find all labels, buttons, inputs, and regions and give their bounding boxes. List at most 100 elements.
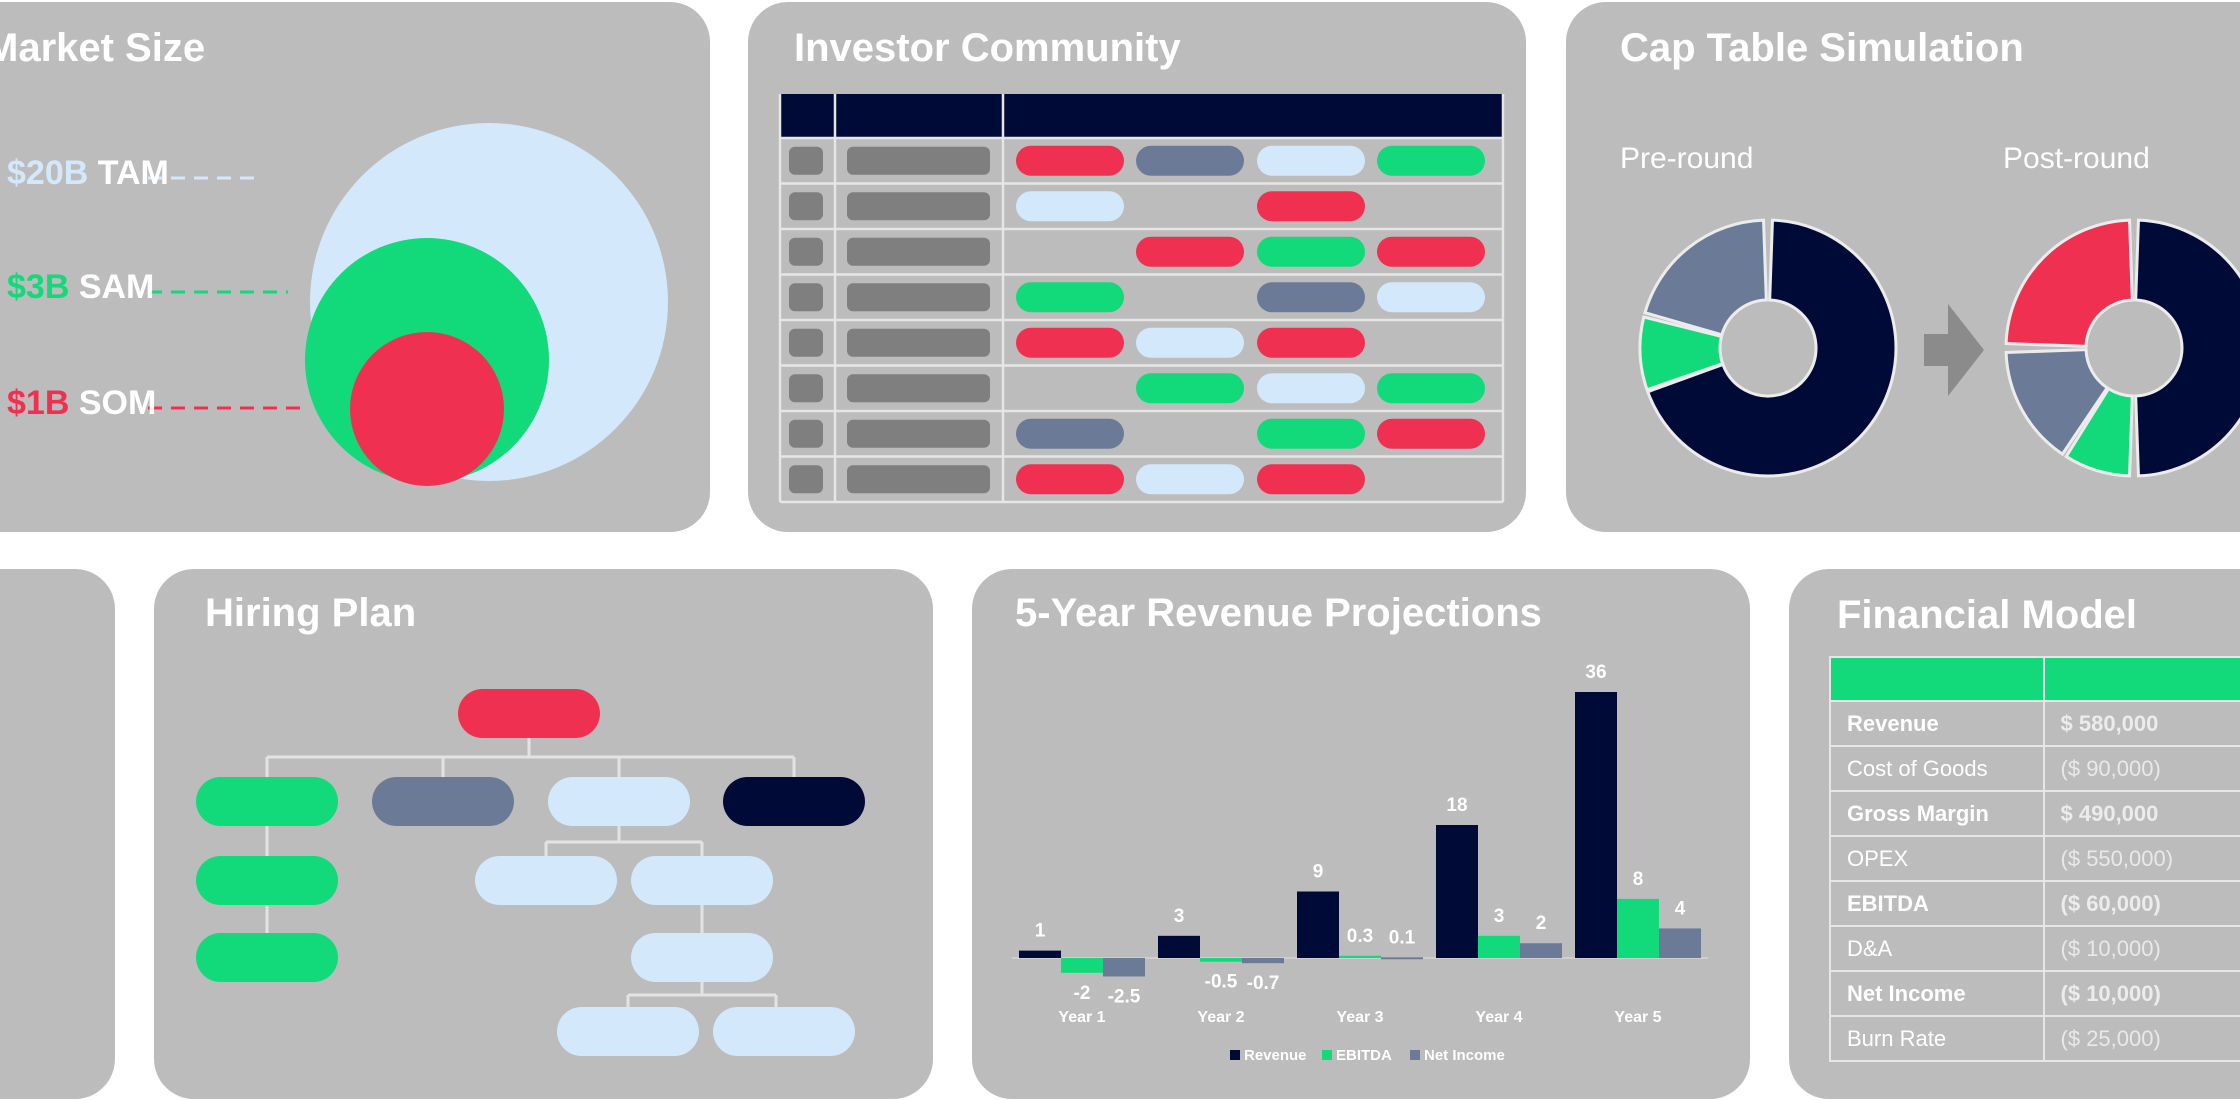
financial-model-table: Revenue $ 580,000 Cost of Goods ($ 90,000) G… bbox=[1829, 656, 2240, 1062]
som-circle bbox=[350, 332, 504, 486]
pre-round-slice-founders bbox=[1645, 218, 1898, 478]
bar-ebitda-5 bbox=[1617, 898, 1659, 958]
financial-row-value: ($ 25,000) bbox=[2042, 1015, 2240, 1062]
right-arrow-icon bbox=[1924, 304, 1984, 396]
financial-row-label: Gross Margin bbox=[1829, 790, 2045, 837]
x-tick-label: Year 4 bbox=[1475, 1009, 1522, 1026]
data-label-ebitda-3: 0.3 bbox=[1347, 926, 1373, 947]
data-label-net-income-3: 0.1 bbox=[1389, 927, 1416, 948]
financial-table-header bbox=[1829, 656, 2240, 702]
investor-tag-red bbox=[1377, 418, 1485, 449]
investor-tag-green bbox=[1016, 282, 1124, 313]
investor-tag-green bbox=[1136, 373, 1244, 404]
org-node-blue-4 bbox=[631, 933, 773, 982]
post-round-slice-esop bbox=[2064, 386, 2134, 478]
post-round-donut bbox=[2004, 218, 2240, 478]
sam-value: $3B bbox=[7, 268, 70, 306]
investor-tag-red bbox=[1016, 327, 1124, 358]
investor-tag-green bbox=[1377, 145, 1485, 176]
market-size-diagram bbox=[148, 123, 668, 486]
revenue-projections-title: 5-Year Revenue Projections bbox=[1015, 591, 1542, 635]
investor-tag-light-blue bbox=[1136, 327, 1244, 358]
investor-tag-green bbox=[1257, 418, 1365, 449]
legend-label-net-income: Net Income bbox=[1424, 1047, 1505, 1064]
investor-name-placeholder bbox=[847, 146, 990, 175]
post-round-slice-new-investors bbox=[2004, 218, 2134, 348]
post-round-slice-angels bbox=[2004, 348, 2110, 457]
cap-table-card: Cap Table Simulation Pre-round Post-roun… bbox=[1566, 2, 2240, 532]
pre-round-slice-esop bbox=[1638, 315, 1725, 392]
financial-row: OPEX ($ 550,000) bbox=[1829, 835, 2240, 882]
org-node-navy bbox=[723, 777, 865, 826]
revenue-projections-card: 5-Year Revenue Projections 1 -2 -2.5 Year 1… bbox=[972, 569, 1750, 1099]
bar-revenue-2 bbox=[1158, 935, 1200, 958]
financial-row-value: $ 490,000 bbox=[2042, 790, 2240, 837]
investor-row-marker bbox=[789, 283, 823, 312]
bar-ebitda-3 bbox=[1339, 955, 1381, 958]
investor-tag-slate bbox=[1257, 282, 1365, 313]
tam-label: $20B TAM bbox=[7, 154, 169, 193]
financial-row-label: OPEX bbox=[1829, 835, 2045, 882]
bar-revenue-1 bbox=[1019, 950, 1061, 958]
financial-row-label: D&A bbox=[1829, 925, 2045, 972]
bar-revenue-3 bbox=[1297, 891, 1339, 958]
investor-tag-red bbox=[1016, 464, 1124, 495]
pre-round-donut bbox=[1638, 218, 1898, 478]
som-value: $1B bbox=[7, 384, 70, 422]
x-tick-label: Year 1 bbox=[1058, 1009, 1105, 1026]
investor-row-marker bbox=[789, 465, 823, 494]
x-tick-label: Year 3 bbox=[1336, 1009, 1383, 1026]
pre-round-label: Pre-round bbox=[1620, 142, 1754, 175]
org-node-green-2 bbox=[196, 856, 338, 905]
financial-row: Gross Margin $ 490,000 bbox=[1829, 790, 2240, 837]
org-node-blue-5 bbox=[557, 1007, 699, 1056]
hiring-plan-title: Hiring Plan bbox=[205, 591, 417, 635]
legend-swatch-net-income bbox=[1410, 1050, 1420, 1060]
data-label-net-income-1: -2.5 bbox=[1108, 986, 1141, 1007]
investor-name-placeholder bbox=[847, 328, 990, 357]
investor-tag-red bbox=[1257, 191, 1365, 222]
investor-tag-light-blue bbox=[1257, 145, 1365, 176]
org-node-blue-6 bbox=[713, 1007, 855, 1056]
data-label-net-income-4: 2 bbox=[1536, 913, 1547, 934]
x-tick-label: Year 5 bbox=[1614, 1009, 1661, 1026]
cap-table-donuts bbox=[1638, 218, 2240, 478]
investor-name-placeholder bbox=[847, 192, 990, 221]
market-size-card: Market Size $20B TAM $3B SAM $1B SOM bbox=[0, 2, 710, 532]
investor-name-placeholder bbox=[847, 374, 990, 403]
investor-row-marker bbox=[789, 192, 823, 221]
investor-community-card: Investor Community bbox=[748, 2, 1526, 532]
investor-row-marker bbox=[789, 237, 823, 266]
x-tick-label: Year 2 bbox=[1197, 1009, 1244, 1026]
bar-revenue-4 bbox=[1436, 825, 1478, 958]
data-label-ebitda-5: 8 bbox=[1633, 869, 1644, 890]
financial-row-value: $ 580,000 bbox=[2042, 700, 2240, 747]
financial-row: EBITDA ($ 60,000) bbox=[1829, 880, 2240, 927]
market-size-title: Market Size bbox=[0, 26, 206, 70]
financial-row-label: Cost of Goods bbox=[1829, 745, 2045, 792]
bar-net-income-1 bbox=[1103, 958, 1145, 977]
investor-row-marker bbox=[789, 419, 823, 448]
investor-name-placeholder bbox=[847, 237, 990, 266]
partial-card bbox=[0, 569, 115, 1099]
legend-label-revenue: Revenue bbox=[1244, 1047, 1307, 1064]
investor-tag-red bbox=[1016, 145, 1124, 176]
financial-row-label: EBITDA bbox=[1829, 880, 2045, 927]
investor-row-marker bbox=[789, 328, 823, 357]
investor-tag-red bbox=[1136, 236, 1244, 267]
financial-row-value: ($ 10,000) bbox=[2042, 970, 2240, 1017]
investor-tag-red bbox=[1377, 236, 1485, 267]
financial-row: Revenue $ 580,000 bbox=[1829, 700, 2240, 747]
investor-tag-red bbox=[1257, 327, 1365, 358]
post-round-label: Post-round bbox=[2003, 142, 2150, 175]
data-label-net-income-5: 4 bbox=[1675, 898, 1686, 919]
investor-community-title: Investor Community bbox=[794, 26, 1181, 70]
bar-net-income-5 bbox=[1659, 928, 1701, 958]
investor-row-marker bbox=[789, 374, 823, 403]
org-node-green-1 bbox=[196, 777, 338, 826]
org-chart bbox=[196, 689, 865, 1056]
data-label-net-income-2: -0.7 bbox=[1247, 973, 1280, 994]
financial-row: Net Income ($ 10,000) bbox=[1829, 970, 2240, 1017]
investor-tag-slate bbox=[1136, 145, 1244, 176]
